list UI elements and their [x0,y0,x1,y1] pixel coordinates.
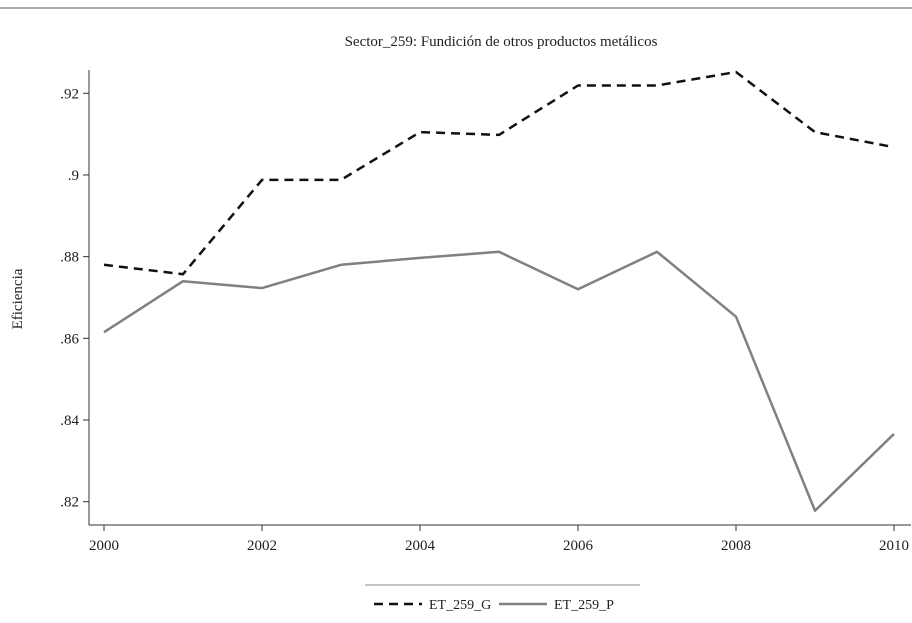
y-tick-label: .82 [60,495,79,511]
x-tick-label: 2004 [405,538,436,554]
legend-label: ET_259_P [554,598,614,613]
y-tick-label: .88 [60,250,79,266]
series-layer [103,70,895,512]
y-axis-label: Eficiencia [10,268,26,329]
x-tick-label: 2008 [721,538,751,554]
y-tick-label: .9 [68,168,79,184]
y-tick-label: .92 [60,86,79,102]
legend-label: ET_259_G [429,598,491,613]
x-tick-label: 2010 [879,538,909,554]
chart-title: Sector_259: Fundición de otros productos… [345,34,658,50]
y-tick-label: .86 [60,331,79,347]
x-tick-label: 2002 [247,538,277,554]
legend: ET_259_G ET_259_P [374,598,614,613]
x-axis: 2000 2002 2004 2006 2008 2010 [89,524,911,554]
series-line-et-259-p [103,250,895,512]
x-tick-label: 2006 [563,538,594,554]
y-tick-label: .84 [60,413,79,429]
y-axis: .82 .84 .86 .88 .9 .92 [60,70,90,525]
x-tick-label: 2000 [89,538,119,554]
series-line-et-259-g [103,70,895,276]
